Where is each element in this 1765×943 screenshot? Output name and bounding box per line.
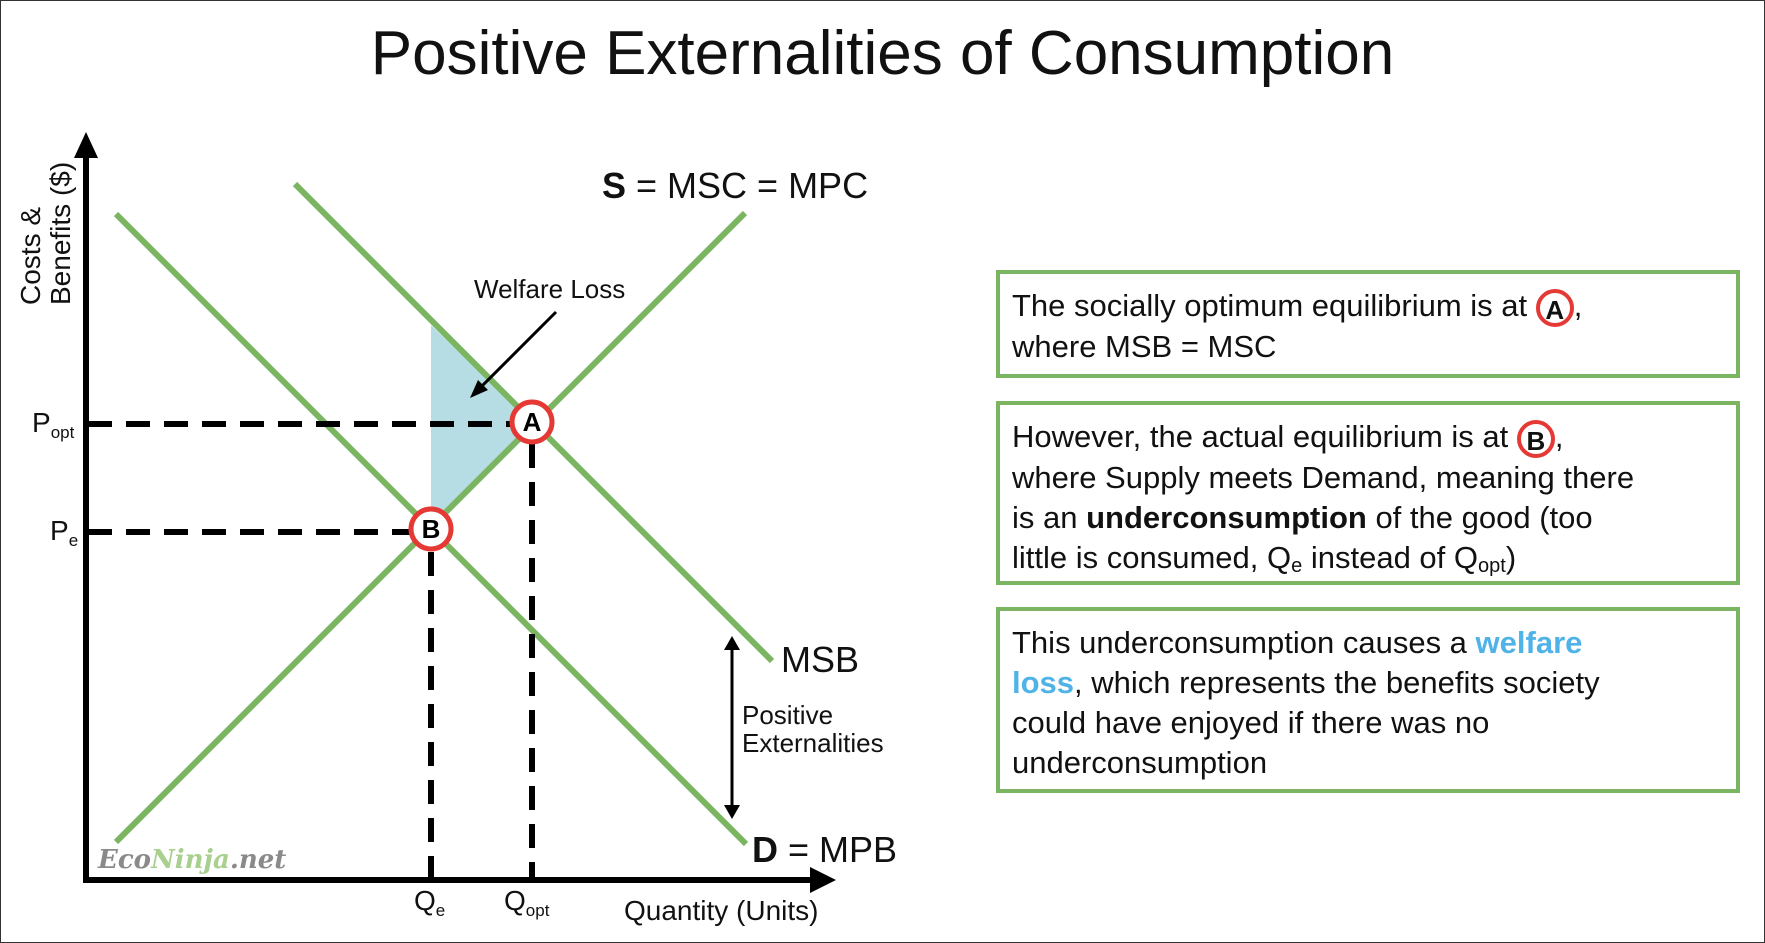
- welfare-loss-arrowhead: [470, 380, 488, 398]
- x-axis-arrowhead: [810, 867, 836, 893]
- point-b: B: [408, 506, 454, 552]
- positive-externalities-arrowhead-top: [724, 636, 740, 650]
- supply-label: S = MSC = MPC: [602, 165, 868, 206]
- q-opt-label: Qopt: [504, 885, 550, 920]
- p-opt-label: Popt: [32, 407, 75, 442]
- box1-line1: The socially optimum equilibrium is at A…: [1012, 288, 1583, 327]
- box2-line1: However, the actual equilibrium is at B,: [1012, 419, 1564, 458]
- point-a-badge: A: [1535, 288, 1574, 327]
- welfare-loss-arrow: [472, 310, 558, 396]
- x-axis-label: Quantity (Units): [624, 895, 819, 926]
- demand-label: D = MPB: [752, 829, 897, 870]
- explanation-box-actual: However, the actual equilibrium is at B,…: [996, 401, 1740, 585]
- svg-text:A: A: [523, 407, 542, 437]
- box3-line3: could have enjoyed if there was no: [1012, 705, 1490, 740]
- page-title: Positive Externalities of Consumption: [370, 19, 1395, 88]
- welfare-loss-label: Welfare Loss: [474, 274, 625, 304]
- q-e-label: Qe: [414, 885, 445, 920]
- box2-line3: is an underconsumption of the good (too: [1012, 499, 1593, 535]
- p-e-label: Pe: [50, 515, 78, 550]
- y-axis-arrowhead: [74, 132, 98, 158]
- point-a: A: [509, 399, 555, 445]
- positive-externalities-arrowhead-bottom: [724, 805, 740, 819]
- y-axis-label: Costs & Benefits ($): [15, 162, 76, 305]
- point-b-badge: B: [1516, 419, 1555, 458]
- explanation-box-optimum: The socially optimum equilibrium is at A…: [996, 270, 1740, 378]
- box3-line1: This underconsumption causes a welfare: [1012, 625, 1583, 660]
- box3-line2: loss, which represents the benefits soci…: [1012, 665, 1600, 700]
- box3-line4: underconsumption: [1012, 745, 1268, 780]
- guide-lines: [88, 421, 535, 880]
- box1-line2: where MSB = MSC: [1012, 328, 1277, 364]
- positive-externalities-label: Positive Externalities: [742, 700, 884, 758]
- msb-label: MSB: [781, 639, 859, 680]
- explanation-box-welfare: This underconsumption causes a welfare l…: [996, 607, 1740, 793]
- watermark: EcoNinja.net: [97, 845, 286, 875]
- box2-line4: little is consumed, Qe instead of Qopt): [1012, 539, 1517, 577]
- svg-text:B: B: [422, 514, 441, 544]
- box2-line2: where Supply meets Demand, meaning there: [1012, 459, 1635, 495]
